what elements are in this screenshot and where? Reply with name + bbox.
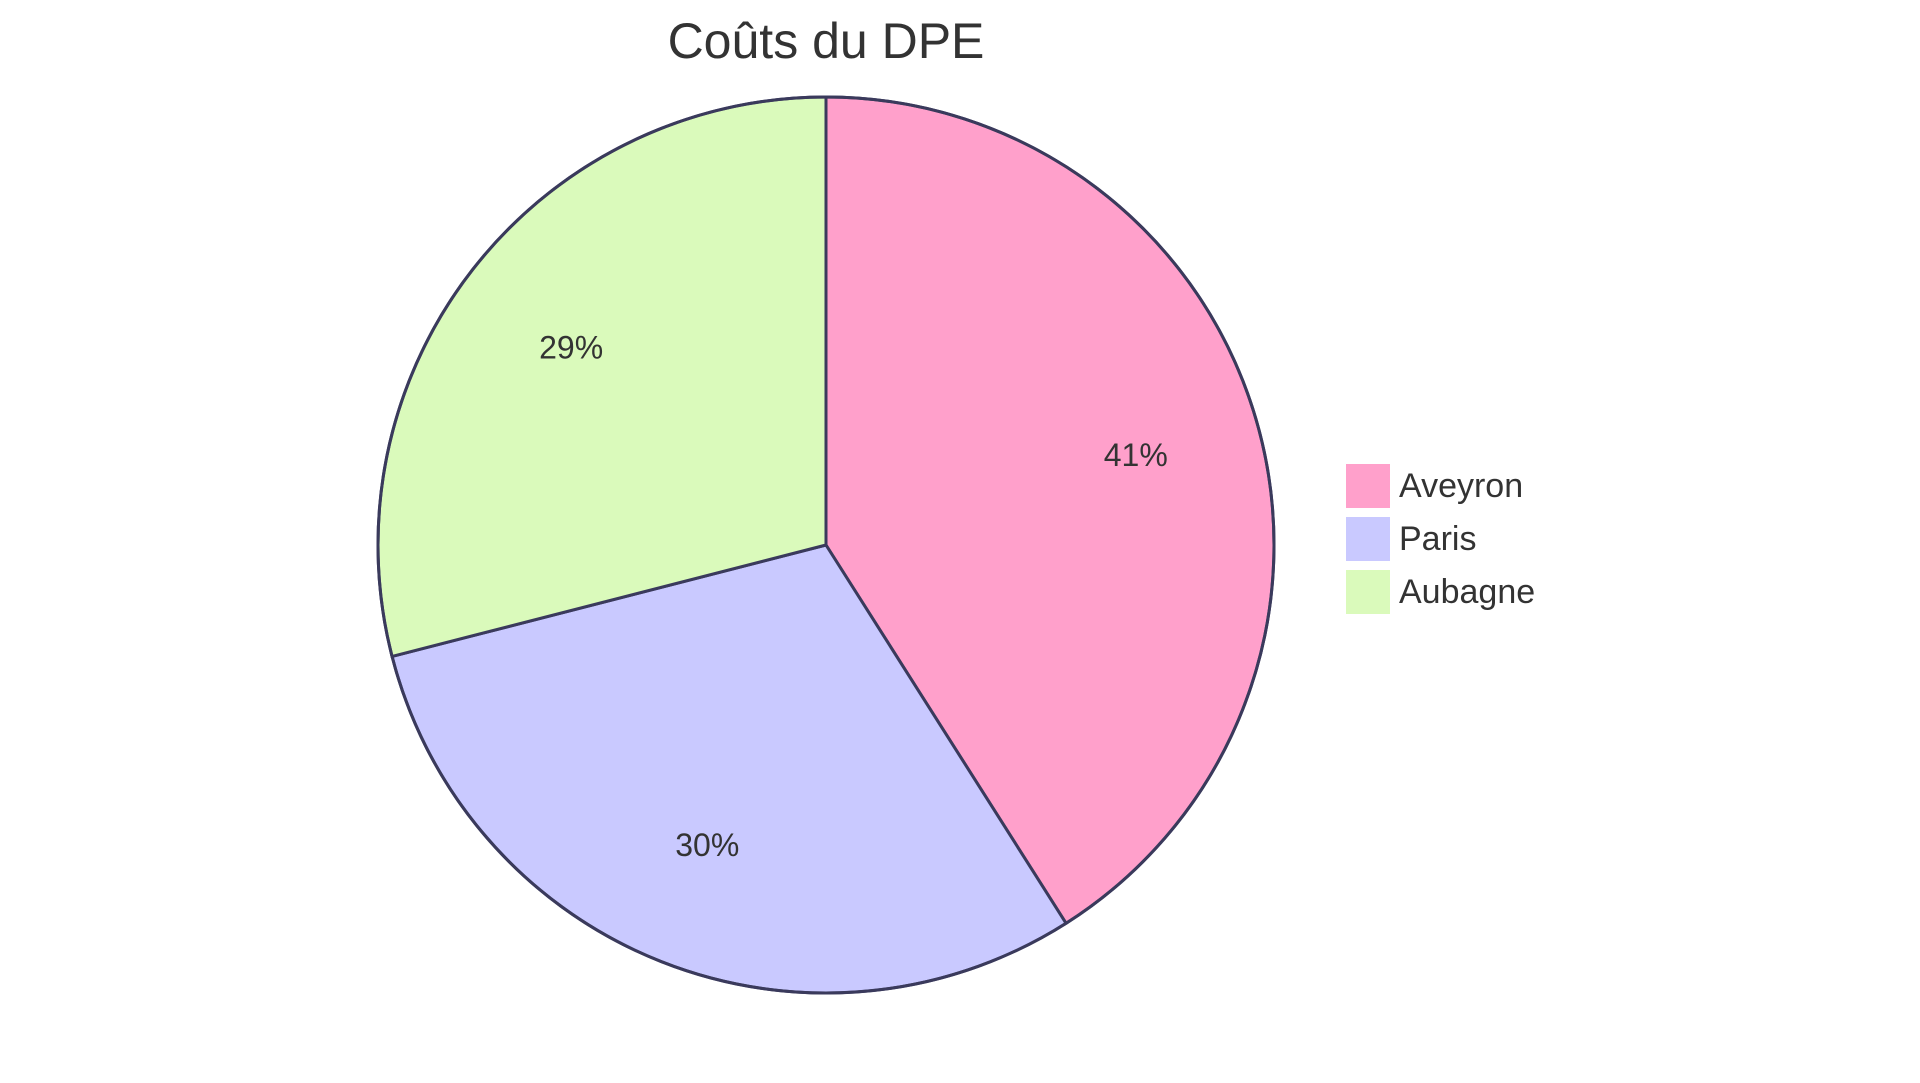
slice-label-aveyron: 41% — [1104, 437, 1168, 473]
legend-swatch-paris — [1346, 517, 1390, 561]
legend-swatch-aubagne — [1346, 570, 1390, 614]
legend-swatch-aveyron — [1346, 464, 1390, 508]
pie-outline — [376, 95, 1276, 995]
legend: Aveyron Paris Aubagne — [1346, 464, 1535, 614]
legend-label-aubagne: Aubagne — [1399, 573, 1535, 611]
legend-label-aveyron: Aveyron — [1399, 467, 1523, 505]
legend-label-paris: Paris — [1399, 520, 1476, 558]
slice-label-aubagne: 29% — [539, 329, 603, 365]
slice-label-paris: 30% — [675, 827, 739, 863]
chart-title: Coûts du DPE — [668, 13, 985, 69]
pie-slices — [376, 95, 1276, 995]
slice-labels: 41% 30% 29% — [539, 329, 1168, 863]
